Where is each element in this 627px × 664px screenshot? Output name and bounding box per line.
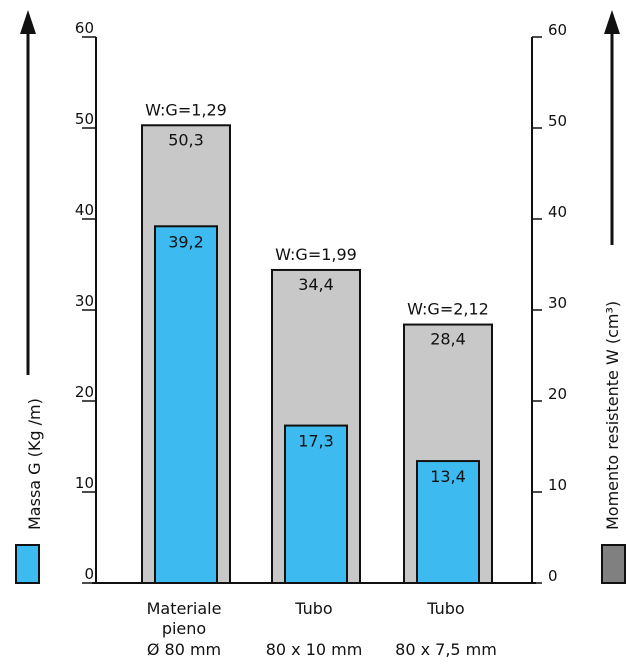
y-tick-label-right: 30 — [548, 294, 567, 312]
y-tick-label-right: 20 — [548, 385, 567, 403]
y-tick-label-right: 0 — [548, 567, 558, 585]
left-axis-arrow — [20, 10, 36, 375]
data-label-w: 50,3 — [168, 130, 204, 149]
y-tick-label-left: 30 — [75, 292, 94, 310]
y-tick-label-left: 10 — [75, 474, 94, 492]
y-axis-label-right: Momento resistente W (cm³) — [603, 301, 622, 530]
x-tick-label: pieno — [162, 619, 206, 638]
data-label-g: 17,3 — [298, 432, 334, 451]
y-tick-label-right: 40 — [548, 203, 567, 221]
bars — [141, 124, 493, 585]
data-label-w: 28,4 — [430, 330, 466, 349]
legend-swatch-mass — [15, 544, 40, 584]
y-tick-label-left: 40 — [75, 201, 94, 219]
ratio-label: W:G=1,29 — [145, 100, 227, 119]
y-axis-label-left: Massa G (Kg /m) — [25, 398, 44, 530]
y-tick-label-left: 20 — [75, 383, 94, 401]
x-tick-label: Tubo — [426, 599, 464, 618]
y-tick-label-left: 50 — [75, 110, 94, 128]
y-tick-label-right: 10 — [548, 476, 567, 494]
data-label-w: 34,4 — [298, 275, 334, 294]
right-axis-arrow — [604, 10, 620, 245]
y-tick-label-right: 60 — [548, 21, 567, 39]
bar-mass-g — [416, 460, 480, 584]
data-label-g: 39,2 — [168, 232, 204, 251]
bar-mass-g — [154, 225, 218, 584]
y-tick-label-left: 0 — [84, 565, 94, 583]
bar-mass-g — [284, 424, 348, 584]
x-tick-label: Ø 80 mm — [147, 640, 221, 659]
ratio-label: W:G=1,99 — [275, 245, 357, 264]
x-tick-label: Tubo — [294, 599, 332, 618]
x-tick-label: Materiale — [147, 599, 222, 618]
y-tick-label-right: 50 — [548, 112, 567, 130]
x-tick-label: 80 x 7,5 mm — [395, 640, 497, 659]
ratio-label: W:G=2,12 — [407, 300, 489, 319]
legend-swatch-moment — [601, 544, 626, 584]
data-label-g: 13,4 — [430, 467, 466, 486]
y-tick-label-left: 60 — [75, 19, 94, 37]
x-tick-label: 80 x 10 mm — [266, 640, 363, 659]
